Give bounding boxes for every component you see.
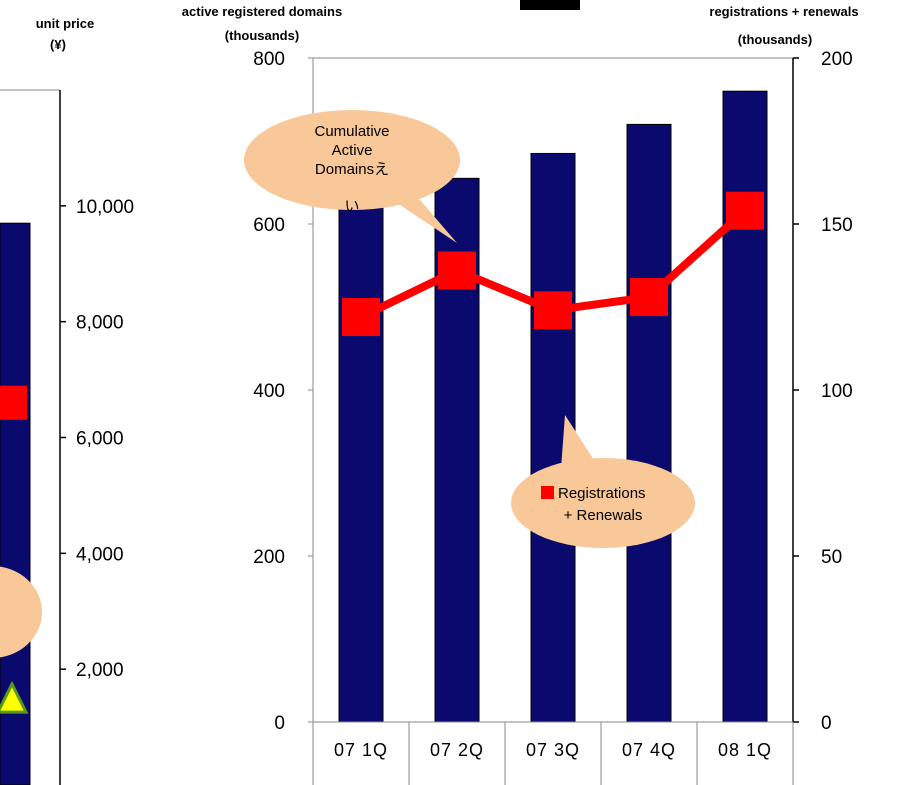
right-ylabel-line1: registrations + renewals <box>709 4 858 19</box>
x-category-label: 08 1Q <box>718 740 772 760</box>
title-fragment-glyph <box>520 0 580 10</box>
callout-registrations-line1: Registrations <box>558 485 646 502</box>
left-y-tick-label: 800 <box>253 49 285 70</box>
left-panel-tick-label: 6,000 <box>76 429 124 450</box>
callout-domains-line1: Cumulative <box>314 123 389 140</box>
callout-domains: Cumulative Active Domainsえ い <box>244 110 460 243</box>
left-panel-tick-label: 10,000 <box>76 197 134 218</box>
callout-registrations-line2: + Renewals <box>564 507 643 524</box>
left-axis-title: unit price <box>36 16 95 31</box>
x-category-label: 07 4Q <box>622 740 676 760</box>
main-domains-chart: active registered domains (thousands) re… <box>182 0 859 785</box>
left-panel-triangle-marker <box>0 680 29 714</box>
right-y-tick-label: 200 <box>821 49 853 70</box>
left-y-tick-label: 200 <box>253 547 285 568</box>
left-ylabel-line1: active registered domains <box>182 4 342 19</box>
registrations-point-4 <box>726 191 764 230</box>
left-tick-group: 10,000 8,000 6,000 4,000 2,000 <box>60 197 134 681</box>
left-y-tick-label: 600 <box>253 215 285 236</box>
callout-domains-bubble <box>244 110 460 210</box>
x-category-label: 07 2Q <box>430 740 484 760</box>
right-y-tick-label: 0 <box>821 713 832 734</box>
registrations-point-1 <box>438 251 476 290</box>
bar-3 <box>626 123 672 723</box>
left-y-tick-label: 0 <box>274 713 285 734</box>
callout-registrations-bubble <box>511 458 695 548</box>
left-panel-callout-bubble <box>0 566 42 658</box>
right-y-tick-label: 150 <box>821 215 853 236</box>
x-category-group: 07 1Q 07 2Q 07 3Q 07 4Q 08 1Q <box>312 722 794 785</box>
registrations-point-3 <box>630 278 668 317</box>
left-panel-tick-label: 4,000 <box>76 544 124 565</box>
registrations-point-0 <box>342 297 380 336</box>
left-panel-red-marker <box>0 385 27 420</box>
registrations-point-2 <box>534 291 572 330</box>
callout-domains-line4: い <box>344 198 359 215</box>
legend-swatch-registrations <box>541 486 554 499</box>
left-y-tick-group: 0 200 400 600 800 <box>253 49 313 734</box>
left-panel-tick-label: 8,000 <box>76 313 124 334</box>
right-y-tick-group: 0 50 100 150 200 <box>793 49 853 734</box>
callout-domains-pointer <box>385 195 457 243</box>
x-category-label: 07 1Q <box>334 740 388 760</box>
callout-registrations: Registrations + Renewals <box>511 415 695 548</box>
line-series-group <box>342 191 764 336</box>
left-panel-tick-label: 2,000 <box>76 660 124 681</box>
left-mark-group <box>0 222 42 785</box>
right-y-tick-label: 50 <box>821 547 842 568</box>
left-axis-unit: (¥) <box>50 37 66 52</box>
left-unit-price-panel: unit price (¥) 10,000 8,000 6,000 4,000 2,00… <box>0 16 134 785</box>
right-y-tick-label: 100 <box>821 381 853 402</box>
right-ylabel-line2: (thousands) <box>738 32 812 47</box>
left-ylabel-line2: (thousands) <box>225 28 299 43</box>
bar-0 <box>338 190 384 723</box>
left-y-tick-label: 400 <box>253 381 285 402</box>
callout-domains-line3: Domainsえ <box>315 161 389 178</box>
bar-4 <box>722 90 768 723</box>
x-category-label: 07 3Q <box>526 740 580 760</box>
callout-domains-line2: Active <box>332 142 373 159</box>
